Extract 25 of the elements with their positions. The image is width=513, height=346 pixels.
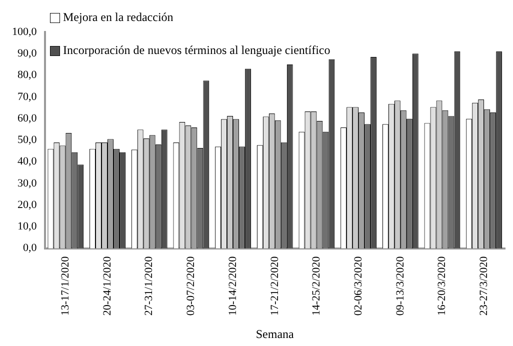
y-tick-label: 60,0	[18, 112, 38, 124]
y-tick-label: 50,0	[18, 134, 38, 146]
y-tick-label: 0,0	[23, 242, 38, 254]
x-tick-label: 23-27/3/2020	[478, 256, 490, 316]
y-tick-label: 40,0	[18, 156, 38, 168]
x-tick-label: 17-21/2/2020	[268, 256, 281, 316]
x-tick-label: 02-06/3/2020	[352, 256, 364, 316]
x-tick-label: 14-25/2/2020	[310, 256, 323, 316]
x-tick-label: 13-17/1/2020	[60, 256, 72, 316]
legend-label: Mejora en la redacción	[63, 10, 174, 25]
y-tick-label: 20,0	[18, 198, 38, 211]
x-tick-label: 27-31/1/2020	[143, 256, 156, 316]
y-tick-label: 10,0	[18, 220, 38, 233]
x-tick-label: 09-13/3/2020	[394, 256, 406, 316]
x-tick-label: 20-24/1/2020	[101, 256, 114, 316]
x-tick-label: 03-07/2/2020	[185, 256, 198, 316]
x-axis-title: Semana	[256, 326, 295, 341]
legend-label: Incorporación de nuevos términos al lenguaje científico	[63, 43, 330, 58]
y-tick-label: 30,0	[18, 177, 38, 190]
y-tick-label: 70,0	[18, 90, 38, 103]
y-tick-label: 80,0	[18, 69, 38, 82]
y-tick-label: 90,0	[18, 48, 38, 60]
x-tick-label: 16-20/3/2020	[436, 256, 448, 316]
x-tick-label: 10-14/2/2020	[226, 256, 239, 316]
y-tick-label: 100,0	[12, 26, 38, 38]
